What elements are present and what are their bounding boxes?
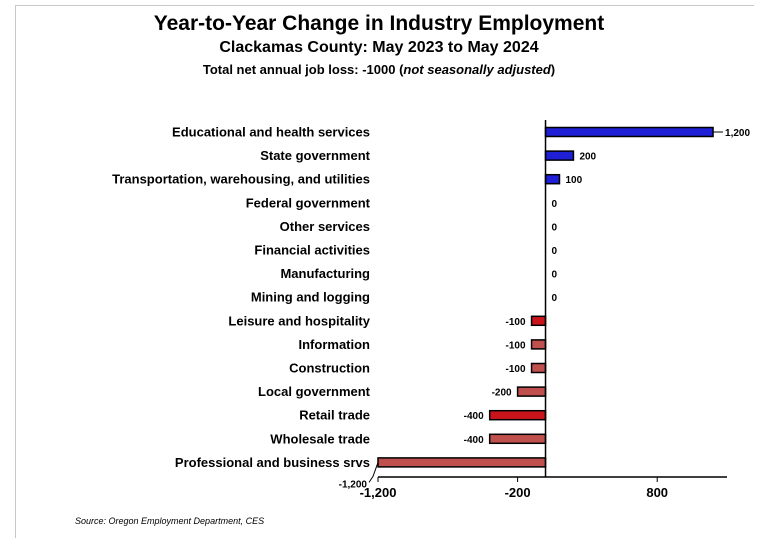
category-label: Information [299,337,371,352]
subtitle2-bold: Total net annual job loss: -1000 ( [202,62,404,77]
category-label: Professional and business srvs [175,455,370,470]
data-label: -1,200 [339,479,368,490]
category-label: Other services [280,219,370,234]
category-label: Mining and logging [251,290,370,305]
category-label: Transportation, warehousing, and utiliti… [112,172,370,187]
data-label: -400 [464,411,484,422]
data-label: 0 [552,246,558,257]
category-label: Retail trade [299,408,370,423]
bar [488,409,547,421]
bar [516,386,547,397]
category-label: Educational and health services [172,125,370,140]
subtitle2-italic: not seasonally adjusted [403,62,551,77]
data-label: 0 [552,199,558,210]
x-tick-label: -200 [505,485,531,500]
data-label: 0 [552,270,558,281]
data-label: 100 [565,175,582,186]
category-label: Manufacturing [280,266,370,281]
chart-title: Year-to-Year Change in Industry Employme… [153,12,605,35]
bar [530,362,547,374]
x-tick-label: -1,200 [360,485,397,500]
category-label: State government [260,148,370,163]
x-tick-label: 800 [646,485,668,500]
category-label: Financial activities [254,243,370,258]
source-note: Source: Oregon Employment Department, CE… [75,516,265,526]
data-label: -100 [506,340,526,351]
bar [488,433,547,445]
data-label: 200 [579,152,596,163]
data-label: -100 [506,317,526,328]
data-label: 0 [552,222,558,233]
chart-frame [15,5,754,538]
category-label: Wholesale trade [270,431,370,446]
bar [530,315,547,327]
chart-subtitle-2: Total net annual job loss: -1000 (not se… [0,62,758,77]
category-label: Federal government [246,195,371,210]
data-label: -100 [506,364,526,375]
bar [530,339,547,350]
category-label: Local government [258,384,371,399]
data-label: 0 [552,293,558,304]
bar [544,126,714,138]
chart-subtitle: Clackamas County: May 2023 to May 2024 [219,39,539,56]
category-label: Construction [289,361,370,376]
data-label: -400 [464,435,484,446]
bar [377,457,547,468]
subtitle2-end: ) [550,62,556,77]
category-label: Leisure and hospitality [228,313,370,328]
data-label-leader [368,462,379,483]
data-label: -200 [492,388,512,399]
bar [544,173,561,185]
data-label: 1,200 [725,128,750,139]
bar [544,150,575,161]
